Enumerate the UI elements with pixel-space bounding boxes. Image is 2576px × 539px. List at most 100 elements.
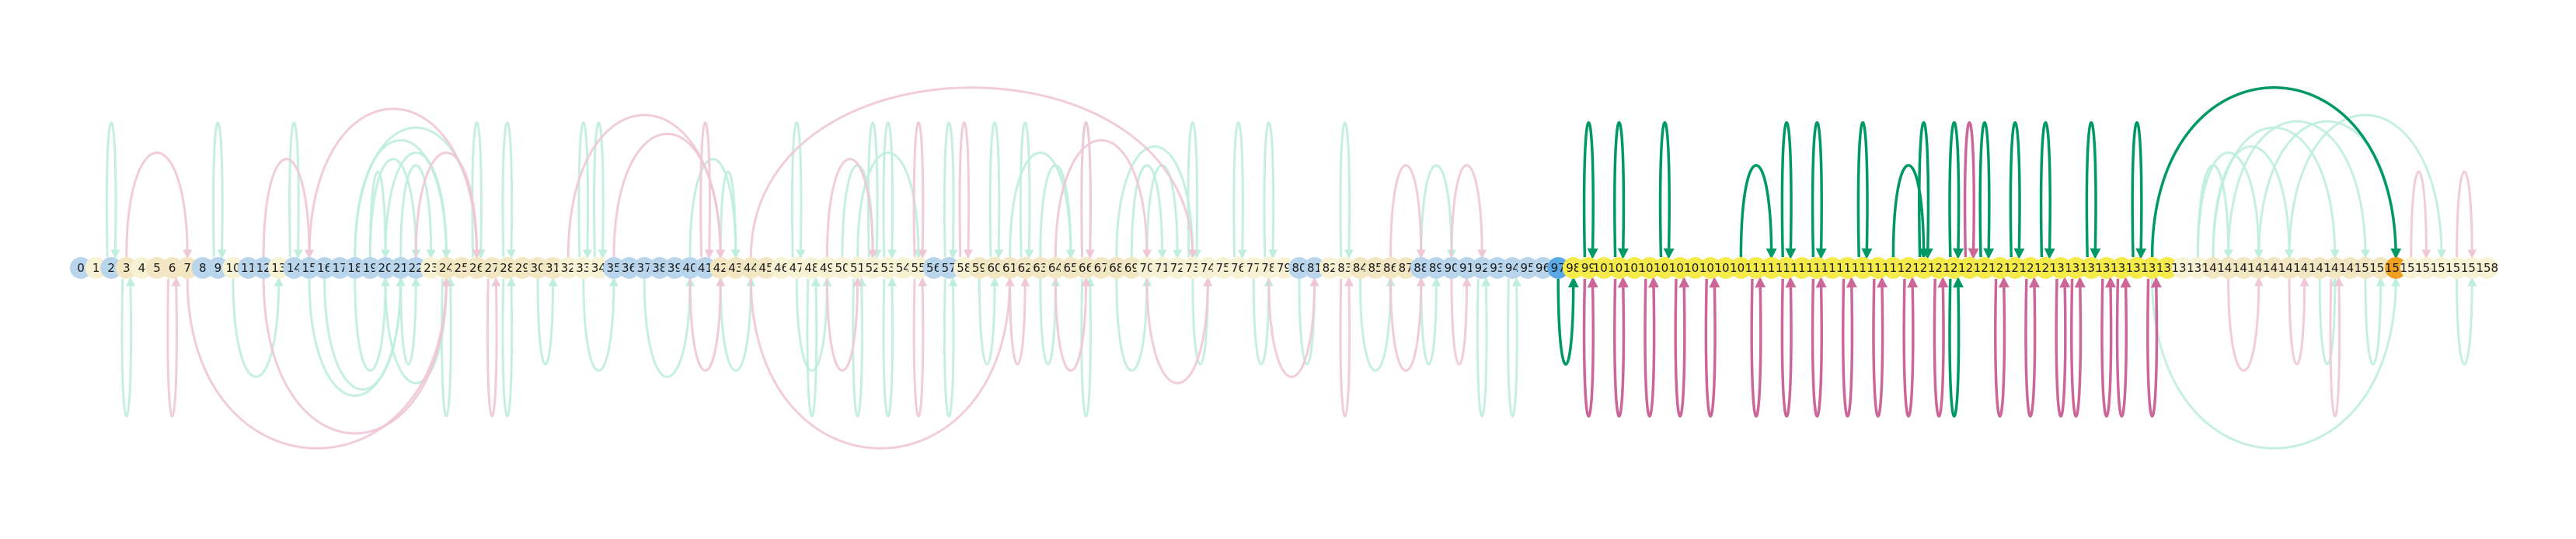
token-node-circle: [862, 257, 884, 279]
strong-arc-pink-below: [1674, 276, 1690, 418]
token-node-label: 27: [485, 261, 500, 275]
token-node-circle: [329, 257, 351, 279]
token-node-label: 0: [77, 261, 85, 275]
token-node: 5: [146, 257, 168, 279]
strong-arc-pink-below: [1902, 276, 1919, 418]
token-node-circle: [2293, 257, 2316, 279]
token-node: 72: [1166, 257, 1189, 279]
token-node: 70: [1136, 257, 1158, 279]
token-node-circle: [603, 257, 625, 279]
faint-arc-green-below: [536, 276, 558, 366]
token-node-circle: [161, 257, 183, 279]
token-node: 81: [1303, 257, 1326, 279]
token-node-label: 36: [622, 261, 636, 275]
strong-arc-pink-below: [1613, 276, 1629, 418]
token-node: 84: [1349, 257, 1372, 279]
token-node-label: 89: [1429, 261, 1444, 275]
token-node-label: 63: [1033, 261, 1047, 275]
token-node: 17: [329, 257, 351, 279]
token-node-circle: [343, 257, 366, 279]
token-node: 1: [85, 257, 107, 279]
token-node-circle: [2476, 257, 2498, 279]
token-node-label: 14: [287, 261, 302, 275]
faint-arc-pink-above: [612, 132, 726, 259]
token-node: 89: [1425, 257, 1448, 279]
token-node-circle: [2095, 257, 2118, 279]
token-node-label: 96: [1535, 261, 1550, 275]
faint-arc-green-above: [384, 151, 451, 259]
token-node: 8: [191, 257, 214, 279]
token-node-circle: [1654, 257, 1676, 279]
strong-arc-green-below: [1556, 276, 1579, 366]
faint-arc-green-below: [232, 276, 284, 378]
faint-arc-pink-below: [186, 276, 451, 450]
token-node-circle: [968, 257, 991, 279]
token-node-label: 94: [1505, 261, 1520, 275]
token-node-circle: [191, 257, 214, 279]
faint-arc-pink-below: [1009, 276, 1030, 366]
token-node: 4: [131, 257, 153, 279]
faint-arc-pink-above: [958, 121, 974, 259]
token-node: 3: [115, 257, 138, 279]
token-node: 31: [542, 257, 564, 279]
token-node: 59: [968, 257, 991, 279]
faint-arc-pink-below: [2288, 276, 2309, 366]
token-node-label: 66: [1079, 261, 1093, 275]
token-node-circle: [572, 257, 594, 279]
faint-arc-green-below: [719, 276, 756, 372]
token-node-circle: [800, 257, 823, 279]
token-node: 93: [1486, 257, 1508, 279]
faint-arc-pink-below: [1339, 276, 1354, 418]
token-node: 55: [908, 257, 929, 279]
token-node: 35: [603, 257, 625, 279]
token-node-circle: [2431, 257, 2452, 279]
strong-arc-pink-below: [1994, 276, 2010, 418]
token-node-circle: [2233, 257, 2255, 279]
token-node-label: 50: [835, 261, 849, 275]
token-node-label: 32: [561, 261, 576, 275]
faint-arc-pink-above: [308, 107, 482, 259]
token-node-circle: [1257, 257, 1280, 279]
token-node-label: 55: [911, 261, 925, 275]
token-node-circle: [999, 257, 1021, 279]
token-node: 34: [587, 257, 610, 279]
token-node-circle: [2385, 257, 2407, 279]
token-node-circle: [1898, 257, 1919, 279]
token-node-label: 42: [713, 261, 728, 275]
faint-arc-pink-above: [749, 86, 1197, 259]
token-node: 24: [435, 257, 458, 279]
token-node-circle: [664, 257, 686, 279]
token-node-circle: [1075, 257, 1097, 279]
token-node: 33: [572, 257, 594, 279]
token-node: 43: [724, 257, 747, 279]
token-node-circle: [2415, 257, 2438, 279]
token-node-circle: [2126, 257, 2148, 279]
faint-arc-green-above: [790, 121, 806, 259]
token-node-circle: [1836, 257, 1859, 279]
token-node-circle: [2461, 257, 2484, 279]
token-node-label: 49: [820, 261, 835, 275]
token-node-label: 29: [515, 261, 530, 275]
token-node-label: 9: [214, 261, 222, 275]
faint-arc-green-below: [1115, 276, 1152, 372]
strong-arc-green-above: [2009, 121, 2025, 259]
token-node-circle: [786, 257, 808, 279]
token-node: 67: [1090, 257, 1113, 279]
token-node-circle: [2080, 257, 2103, 279]
token-node: 88: [1410, 257, 1432, 279]
token-node-label: 59: [972, 261, 987, 275]
strong-arc-green-above: [1891, 164, 1929, 259]
token-node: 99: [1577, 257, 1600, 279]
token-node-circle: [1333, 257, 1356, 279]
token-node-circle: [2171, 257, 2194, 279]
token-node-circle: [1136, 257, 1158, 279]
token-node-circle: [267, 257, 290, 279]
faint-arc-pink-below: [166, 276, 181, 418]
strong-arc-green-above: [2131, 121, 2147, 259]
faint-arc-pink-above: [2456, 170, 2477, 259]
faint-arc-green-below: [120, 276, 136, 418]
token-node: 47: [786, 257, 808, 279]
faint-arc-green-below: [582, 276, 619, 372]
token-node-circle: [1243, 257, 1265, 279]
faint-arc-green-above: [688, 158, 741, 259]
